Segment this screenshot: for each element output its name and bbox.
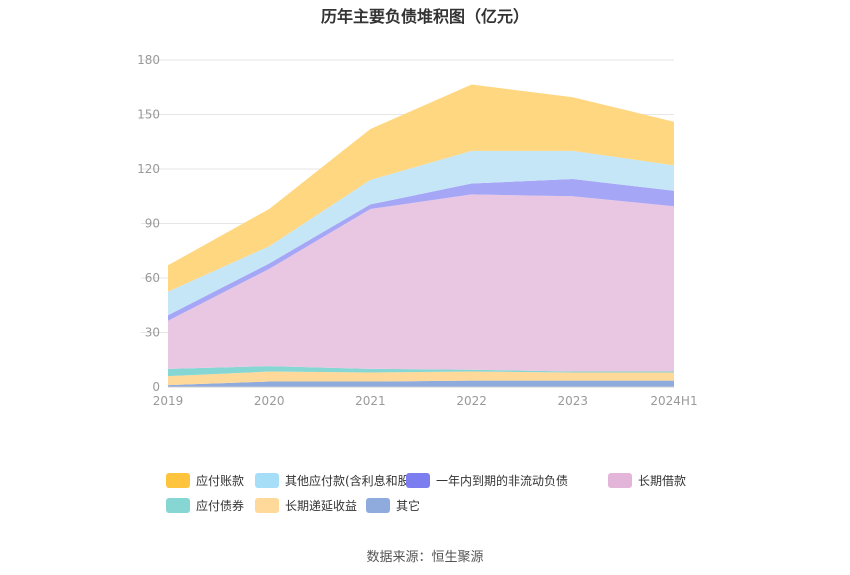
x-tick-label: 2023 <box>558 394 589 408</box>
y-tick-label: 0 <box>152 380 160 394</box>
area-series <box>168 371 674 386</box>
area-series <box>168 150 674 316</box>
chart-title: 历年主要负债堆积图（亿元） <box>320 7 529 26</box>
area-series <box>168 194 674 372</box>
y-tick-label: 90 <box>145 217 160 231</box>
legend-swatch <box>608 473 632 488</box>
legend-label: 应付账款 <box>196 474 245 488</box>
legend-label: 一年内到期的非流动负债 <box>436 474 569 488</box>
legend-swatch <box>255 498 279 513</box>
y-tick-label: 60 <box>145 271 160 285</box>
legend-label: 其它 <box>396 499 421 513</box>
data-source: 数据来源：恒生聚源 <box>366 550 484 565</box>
x-tick-label: 2020 <box>254 394 285 408</box>
legend-label: 应付债券 <box>196 499 245 513</box>
legend-label: 长期递延收益 <box>285 499 358 513</box>
area-series <box>168 178 674 321</box>
legend-item-accounts-payable[interactable]: 应付账款 <box>166 472 244 489</box>
y-tick-label: 150 <box>137 108 160 122</box>
legend-item-bonds-payable[interactable]: 应付债券 <box>166 497 244 514</box>
x-tick-label: 2021 <box>355 394 386 408</box>
legend-label: 长期借款 <box>638 474 687 488</box>
legend-swatch <box>366 498 390 513</box>
y-tick-label: 180 <box>137 53 160 67</box>
area-series <box>168 366 674 377</box>
x-tick-label: 2019 <box>153 394 184 408</box>
legend-item-long-term-loans[interactable]: 长期借款 <box>608 472 686 489</box>
legend-swatch <box>166 473 190 488</box>
area-series <box>168 380 674 387</box>
legend-item-others[interactable]: 其它 <box>366 497 420 514</box>
legend-item-current-noncurrent-liabilities[interactable]: 一年内到期的非流动负债 <box>406 472 568 489</box>
y-tick-label: 120 <box>137 162 160 176</box>
legend-item-other-payables[interactable]: 其他应付款(含利息和股利) <box>255 472 426 489</box>
x-tick-label: 2022 <box>456 394 487 408</box>
legend-label: 其他应付款(含利息和股利) <box>285 474 427 488</box>
x-tick-label: 2024H1 <box>650 394 697 408</box>
legend-swatch <box>406 473 430 488</box>
area-layer <box>168 84 674 387</box>
legend-item-deferred-income[interactable]: 长期递延收益 <box>255 497 357 514</box>
axis-layer: 0 30 60 90 120 150 180 2019 2020 2021 2022 2023 2024… <box>137 53 698 408</box>
y-tick-label: 30 <box>145 326 160 340</box>
area-series <box>168 84 674 292</box>
legend-swatch <box>255 473 279 488</box>
legend-swatch <box>166 498 190 513</box>
